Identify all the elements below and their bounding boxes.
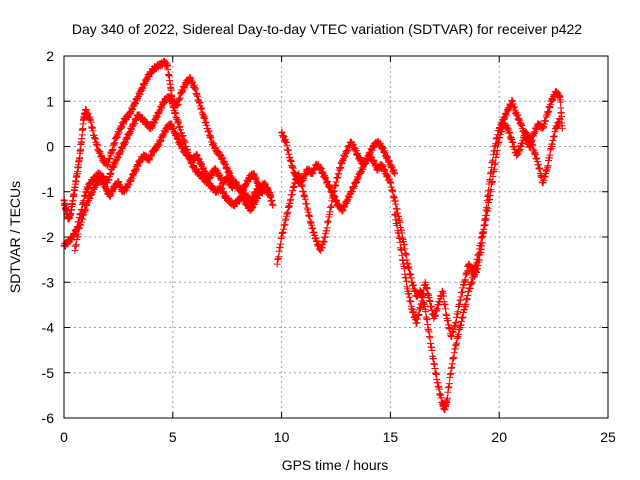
data-point (443, 394, 451, 402)
y-tick-label: -2 (42, 229, 55, 245)
y-tick-label: -1 (42, 184, 55, 200)
grid (64, 56, 608, 418)
x-tick-label: 5 (169, 429, 177, 445)
y-tick-label: 2 (46, 48, 54, 64)
data-point (269, 201, 277, 209)
y-tick-label: 0 (46, 139, 54, 155)
data-point (391, 170, 399, 178)
y-tick-label: -5 (42, 365, 55, 381)
x-tick-label: 20 (491, 429, 507, 445)
x-tick-label: 15 (383, 429, 399, 445)
series-track-7 (391, 115, 564, 341)
series-track-3 (71, 120, 275, 255)
data-marks (60, 57, 566, 414)
series-track-1 (60, 57, 277, 223)
x-tick-label: 25 (600, 429, 616, 445)
data-point (267, 192, 275, 200)
series-track-2 (60, 73, 264, 250)
series-track-5 (278, 128, 399, 215)
y-axis-label: SDTVAR / TECUs (7, 181, 23, 293)
data-point (557, 98, 565, 106)
chart-title: Day 340 of 2022, Sidereal Day-to-day VTE… (72, 21, 582, 37)
data-point (556, 115, 564, 123)
y-tick-label: 1 (46, 93, 54, 109)
x-tick-label: 10 (274, 429, 290, 445)
y-tick-label: -3 (42, 274, 55, 290)
plot-frame (63, 55, 609, 419)
data-point (558, 124, 566, 132)
x-axis-label: GPS time / hours (282, 457, 389, 473)
y-tick-label: -6 (42, 410, 55, 426)
x-tick-label: 0 (60, 429, 68, 445)
y-tick-label: -4 (42, 320, 55, 336)
data-point (445, 380, 453, 388)
series-track-6 (386, 87, 566, 414)
